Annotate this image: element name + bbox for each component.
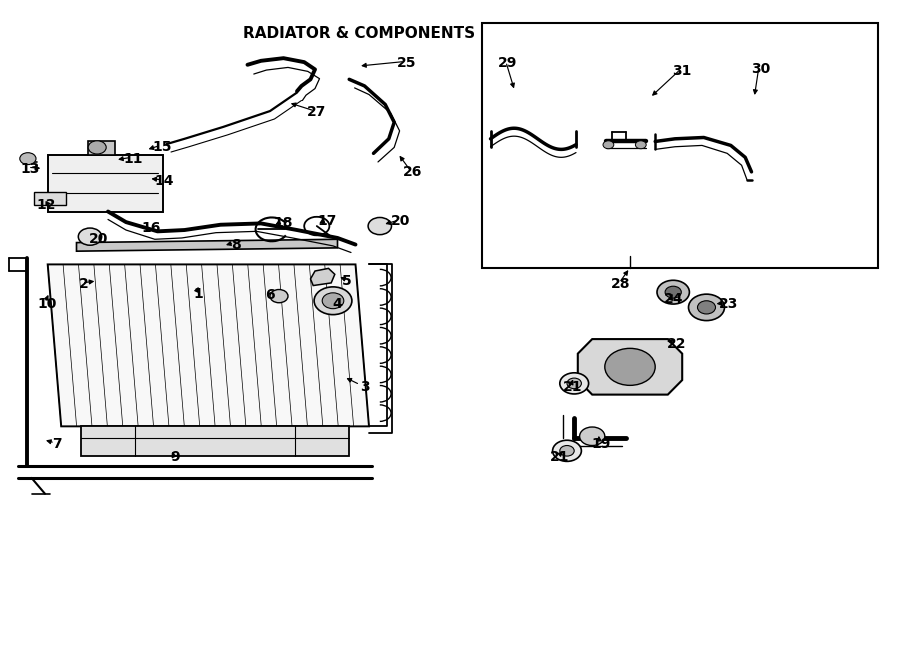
- Circle shape: [20, 153, 36, 165]
- Text: 14: 14: [154, 174, 174, 188]
- Circle shape: [567, 378, 581, 389]
- Polygon shape: [48, 155, 163, 212]
- Circle shape: [605, 348, 655, 385]
- Circle shape: [553, 440, 581, 461]
- Text: 22: 22: [667, 336, 687, 351]
- Circle shape: [635, 141, 646, 149]
- Polygon shape: [88, 141, 115, 155]
- Polygon shape: [34, 192, 66, 205]
- Text: 11: 11: [123, 151, 143, 166]
- Text: 27: 27: [307, 105, 327, 120]
- Text: 21: 21: [550, 450, 570, 465]
- Text: 10: 10: [37, 297, 57, 311]
- Text: 5: 5: [342, 274, 351, 288]
- Text: 13: 13: [20, 161, 40, 176]
- Text: 31: 31: [672, 63, 692, 78]
- Circle shape: [665, 286, 681, 298]
- Circle shape: [580, 427, 605, 446]
- Text: 3: 3: [360, 379, 369, 394]
- Text: 16: 16: [141, 221, 161, 235]
- Text: 7: 7: [52, 437, 61, 451]
- Text: 28: 28: [611, 277, 631, 292]
- Text: 26: 26: [402, 165, 422, 179]
- Polygon shape: [81, 426, 349, 456]
- Circle shape: [657, 280, 689, 304]
- Circle shape: [322, 293, 344, 309]
- Text: 8: 8: [231, 237, 240, 252]
- Polygon shape: [48, 264, 369, 426]
- Polygon shape: [76, 239, 338, 251]
- Text: 6: 6: [266, 288, 274, 303]
- Polygon shape: [578, 339, 682, 395]
- Text: 24: 24: [663, 292, 683, 306]
- Circle shape: [603, 141, 614, 149]
- Circle shape: [314, 287, 352, 315]
- Text: 23: 23: [719, 297, 739, 311]
- Text: 9: 9: [171, 450, 180, 465]
- Text: 15: 15: [152, 139, 172, 154]
- Text: 20: 20: [89, 232, 109, 247]
- Text: 20: 20: [391, 214, 410, 229]
- Text: 21: 21: [562, 379, 582, 394]
- Polygon shape: [310, 268, 335, 286]
- Text: 18: 18: [274, 215, 293, 230]
- Text: 17: 17: [317, 214, 337, 229]
- Circle shape: [78, 228, 102, 245]
- Text: 29: 29: [498, 56, 518, 70]
- Circle shape: [368, 217, 392, 235]
- Text: 25: 25: [397, 56, 417, 70]
- Text: 1: 1: [194, 287, 202, 301]
- Text: 2: 2: [79, 277, 88, 292]
- Text: 4: 4: [333, 297, 342, 311]
- Text: RADIATOR & COMPONENTS: RADIATOR & COMPONENTS: [243, 26, 475, 42]
- Circle shape: [88, 141, 106, 154]
- Circle shape: [688, 294, 724, 321]
- Text: 12: 12: [36, 198, 56, 212]
- Circle shape: [270, 290, 288, 303]
- Circle shape: [560, 373, 589, 394]
- Text: 30: 30: [751, 62, 770, 77]
- Circle shape: [698, 301, 716, 314]
- Circle shape: [560, 446, 574, 456]
- Text: 19: 19: [591, 437, 611, 451]
